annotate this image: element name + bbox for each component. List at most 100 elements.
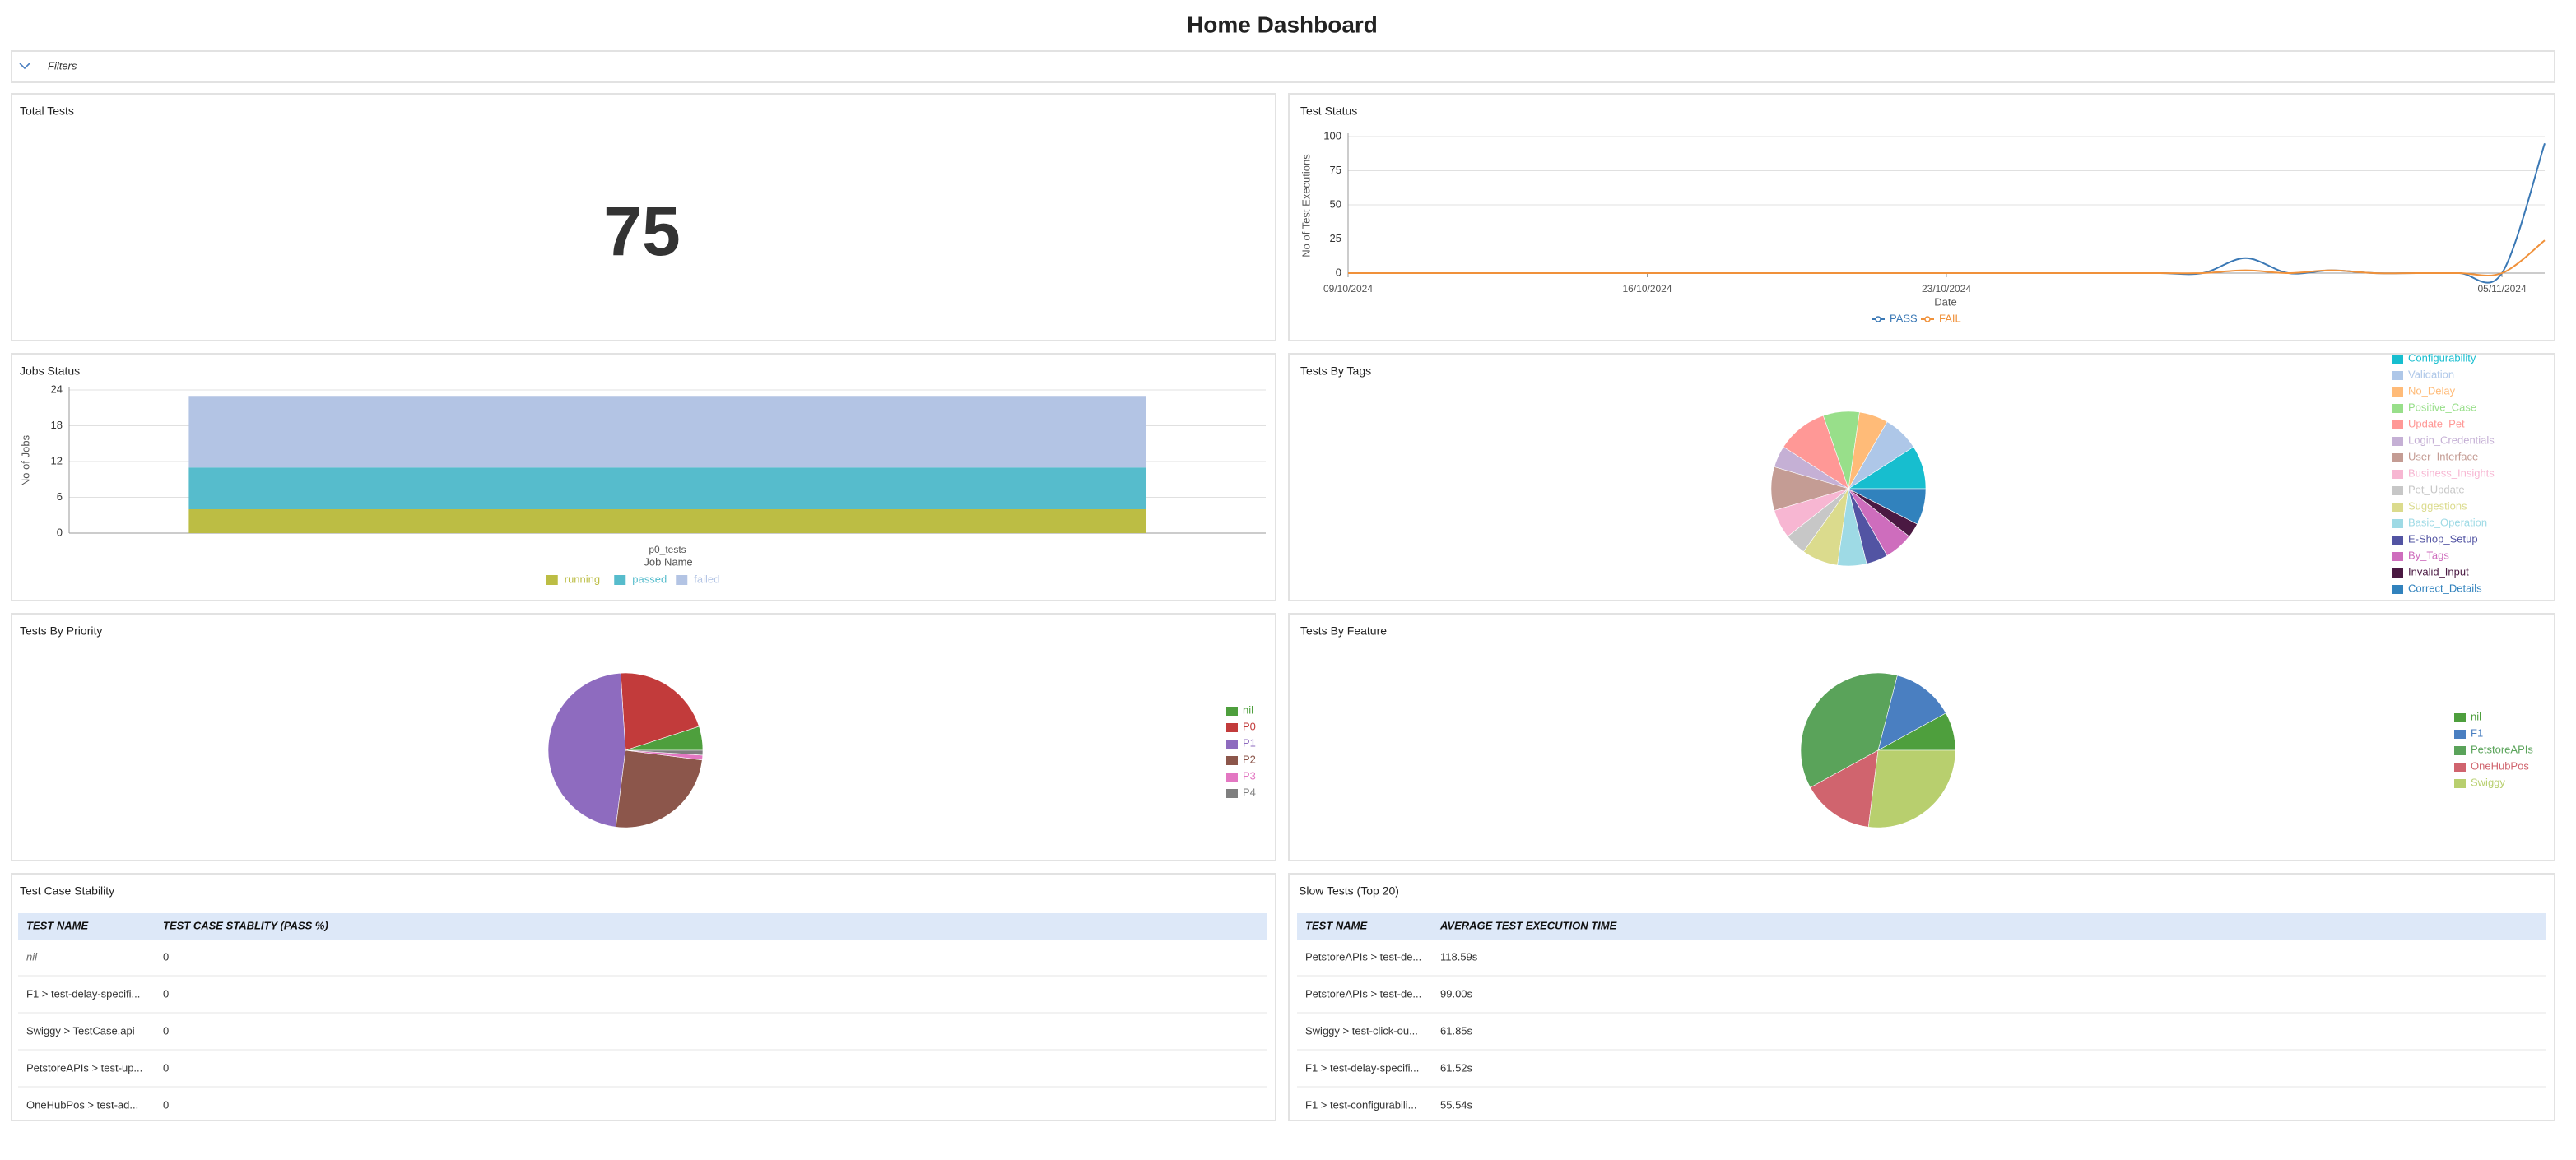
x-tick-label: 16/10/2024	[1622, 283, 1672, 295]
legend-symbol	[1226, 707, 1238, 716]
table-cell: Swiggy > test-click-ou...	[1305, 1024, 1418, 1037]
y-tick-label: 6	[57, 490, 63, 503]
legend-label: By_Tags	[2408, 549, 2449, 561]
legend-symbol	[2392, 585, 2403, 594]
legend-label: running	[565, 573, 600, 585]
panel-title: Total Tests	[20, 104, 74, 118]
legend-label: Pet_Update	[2408, 483, 2465, 495]
table-cell: F1 > test-delay-specifi...	[26, 987, 140, 1000]
y-tick-label: 50	[1330, 197, 1341, 210]
table-cell: PetstoreAPIs > test-de...	[1305, 987, 1421, 1000]
legend-symbol	[2454, 746, 2466, 755]
y-tick-label: 12	[51, 454, 63, 466]
table-cell: 0	[163, 950, 169, 963]
x-tick-label: 09/10/2024	[1323, 283, 1373, 295]
filters-label[interactable]: Filters	[48, 59, 77, 72]
legend-label: F1	[2471, 726, 2483, 739]
legend-label: OneHubPos	[2471, 759, 2529, 772]
legend-symbol	[2454, 713, 2466, 722]
pie-slice	[1810, 749, 1879, 828]
legend-label: Suggestions	[2408, 499, 2467, 512]
x-axis-label: Date	[1934, 295, 1956, 308]
panel	[1288, 93, 2555, 341]
panel-title: Jobs Status	[20, 364, 80, 378]
legend-symbol	[2454, 779, 2466, 788]
legend-symbol	[2392, 568, 2403, 578]
legend-symbol	[1226, 740, 1238, 749]
legend-label: E-Shop_Setup	[2408, 532, 2478, 545]
legend-symbol	[546, 575, 558, 585]
table-cell: 61.85s	[1440, 1024, 1473, 1037]
pie-slice	[547, 672, 626, 828]
legend-label: Update_Pet	[2408, 417, 2465, 429]
table-header	[18, 913, 1267, 940]
y-tick-label: 0	[57, 526, 63, 538]
legend-symbol	[2392, 470, 2403, 479]
legend-symbol	[1226, 789, 1238, 798]
table-cell: F1 > test-delay-specifi...	[1305, 1061, 1419, 1074]
pie-slice	[1848, 488, 1927, 525]
y-tick-label: 18	[51, 419, 63, 431]
table-cell: 55.54s	[1440, 1098, 1473, 1111]
bar-segment	[188, 467, 1146, 509]
legend-symbol	[614, 575, 626, 585]
pie-slice	[1877, 675, 1946, 751]
legend-symbol	[2454, 763, 2466, 772]
table-header	[1297, 913, 2546, 940]
table-cell: 0	[163, 1024, 169, 1037]
y-tick-label: 0	[1336, 266, 1341, 278]
legend-symbol	[2454, 730, 2466, 739]
x-tick-label: 23/10/2024	[1922, 283, 1971, 295]
column-header: TEST NAME	[26, 919, 88, 931]
legend-symbol	[2392, 387, 2403, 397]
legend-symbol	[1226, 756, 1238, 765]
column-header: TEST CASE STABLITY (PASS %)	[163, 919, 328, 931]
panel	[1288, 873, 2555, 1121]
table-cell: 61.52s	[1440, 1061, 1473, 1074]
bar-segment	[188, 509, 1146, 533]
legend-label: P0	[1243, 720, 1256, 732]
panel-title: Test Status	[1300, 104, 1357, 118]
y-tick-label: 75	[1330, 164, 1341, 176]
pie-slice	[1867, 749, 1956, 828]
table-cell: nil	[26, 950, 38, 963]
legend-label: Basic_Operation	[2408, 516, 2487, 528]
legend-symbol	[1226, 773, 1238, 782]
legend-symbol	[1226, 723, 1238, 732]
x-axis-label: Job Name	[644, 555, 692, 568]
line-series	[1348, 239, 2546, 276]
panel-title: Test Case Stability	[20, 884, 114, 898]
legend-label: nil	[1243, 703, 1253, 716]
legend-label: P3	[1243, 769, 1256, 782]
legend-label: No_Delay	[2408, 384, 2456, 397]
legend-symbol	[2392, 536, 2403, 545]
pie-slice	[615, 749, 703, 828]
legend-label: P4	[1243, 786, 1256, 798]
y-axis-label: No of Test Executions	[1300, 154, 1312, 258]
table-cell: 118.59s	[1440, 950, 1478, 963]
legend-symbol	[2392, 437, 2403, 446]
legend-symbol	[1875, 316, 1881, 322]
total-tests-value: 75	[603, 193, 680, 270]
page-title: Home Dashboard	[1187, 12, 1378, 37]
legend-label: Swiggy	[2471, 776, 2505, 788]
table-cell: 99.00s	[1440, 987, 1473, 1000]
legend-label: passed	[632, 573, 667, 585]
filters-chevron[interactable]	[19, 63, 30, 70]
table-cell: OneHubPos > test-ad...	[26, 1098, 138, 1111]
legend-symbol	[2392, 453, 2403, 462]
table-cell: PetstoreAPIs > test-up...	[26, 1061, 142, 1074]
legend-label: PetstoreAPIs	[2471, 743, 2533, 755]
legend-label: P2	[1243, 753, 1256, 765]
legend-label: failed	[694, 573, 719, 585]
filters-bar[interactable]	[11, 50, 2555, 83]
x-tick-label: 05/11/2024	[2477, 283, 2526, 295]
table-cell: 0	[163, 987, 169, 1000]
legend-label: Configurability	[2408, 351, 2476, 364]
legend-symbol	[2392, 486, 2403, 495]
legend-label: P1	[1243, 736, 1256, 749]
y-tick-label: 25	[1330, 232, 1341, 244]
column-header: TEST NAME	[1305, 919, 1367, 931]
legend-symbol	[2392, 552, 2403, 561]
